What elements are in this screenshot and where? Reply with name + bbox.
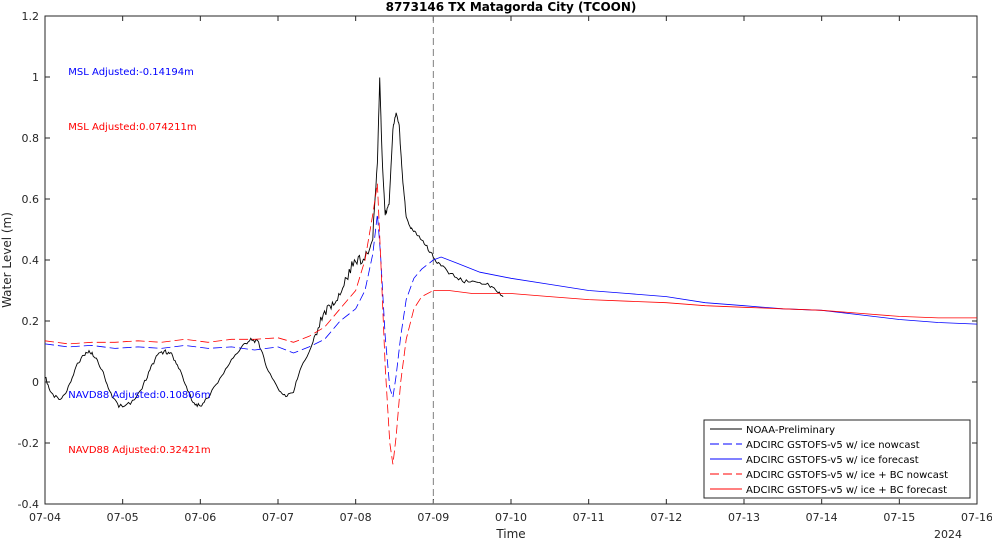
x-tick-label: 07-06 bbox=[184, 511, 216, 524]
legend-label: ADCIRC GSTOFS-v5 w/ ice nowcast bbox=[746, 440, 920, 451]
x-axis: 07-04 07-05 07-06 07-07 07-08 07-09 07-10 07-11… bbox=[29, 16, 992, 524]
y-tick-label: 0.6 bbox=[22, 193, 40, 206]
y-tick-label: 1 bbox=[32, 71, 39, 84]
legend-label: NOAA-Preliminary bbox=[746, 425, 835, 436]
legend-box bbox=[703, 419, 971, 499]
series-line-4 bbox=[44, 183, 434, 465]
x-tick-label: 07-15 bbox=[883, 511, 915, 524]
x-axis-label: Time bbox=[495, 527, 525, 541]
legend-label: ADCIRC GSTOFS-v5 w/ ice + BC forecast bbox=[746, 485, 947, 496]
y-tick-label: -0.2 bbox=[18, 437, 39, 450]
y-axis-label: Water Level (m) bbox=[0, 212, 14, 308]
x-tick-label: 07-13 bbox=[728, 511, 760, 524]
series-line-1 bbox=[44, 77, 504, 409]
annotation-text: NAVD88 Adjusted:0.10806m bbox=[68, 390, 210, 401]
annotation-text: NAVD88 Adjusted:0.32421m bbox=[68, 445, 210, 456]
y-tick-label: 0.4 bbox=[22, 254, 40, 267]
legend-label: ADCIRC GSTOFS-v5 w/ ice + BC nowcast bbox=[746, 470, 948, 481]
annotation-text: MSL Adjusted:-0.14194m bbox=[68, 67, 194, 78]
series-layer bbox=[44, 16, 978, 504]
x-tick-label: 07-04 bbox=[29, 511, 61, 524]
x-tick-label: 07-07 bbox=[262, 511, 294, 524]
x-tick-label: 07-08 bbox=[340, 511, 372, 524]
x-tick-label: 07-09 bbox=[417, 511, 449, 524]
x-tick-label: 07-14 bbox=[806, 511, 838, 524]
y-axis: -0.4 -0.2 0 0.2 0.4 0.6 0.8 1 1.2 bbox=[18, 10, 977, 511]
x-tick-label: 07-16 bbox=[961, 511, 992, 524]
x-tick-label: 07-10 bbox=[495, 511, 527, 524]
annotations: MSL Adjusted:-0.14194m MSL Adjusted:0.074… bbox=[68, 67, 210, 456]
legend: NOAA-Preliminary ADCIRC GSTOFS-v5 w/ ice … bbox=[703, 419, 971, 499]
annotation-text: MSL Adjusted:0.074211m bbox=[68, 122, 196, 133]
x-tick-label: 07-11 bbox=[573, 511, 605, 524]
y-tick-label: -0.4 bbox=[18, 498, 39, 511]
series-line-2 bbox=[44, 214, 434, 398]
y-tick-label: 0.2 bbox=[22, 315, 40, 328]
chart-title: 8773146 TX Matagorda City (TCOON) bbox=[386, 0, 637, 14]
y-tick-label: 1.2 bbox=[22, 10, 40, 23]
x-axis-year-label: 2024 bbox=[934, 528, 962, 541]
x-tick-label: 07-12 bbox=[650, 511, 682, 524]
x-tick-label: 07-05 bbox=[107, 511, 139, 524]
series-line-3 bbox=[433, 256, 978, 325]
y-tick-label: 0.8 bbox=[22, 132, 40, 145]
legend-label: ADCIRC GSTOFS-v5 w/ ice forecast bbox=[746, 455, 919, 466]
y-tick-label: 0 bbox=[32, 376, 39, 389]
series-line-5 bbox=[433, 290, 977, 319]
